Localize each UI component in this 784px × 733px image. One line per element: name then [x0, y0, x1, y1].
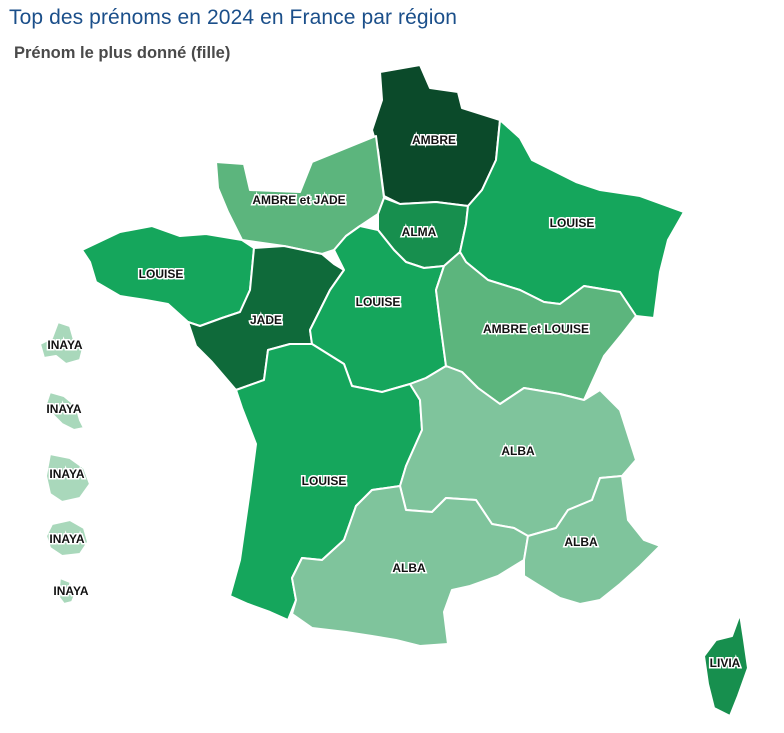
region-corse[interactable]: [703, 613, 749, 717]
region-provence-alpes-cote-d-azur[interactable]: [523, 475, 661, 605]
map-subtitle: Prénom le plus donné (fille): [14, 44, 231, 62]
label-hauts-de-france: AMBRE: [412, 133, 456, 147]
label-martinique: INAYA: [46, 402, 81, 416]
label-guyane: INAYA: [49, 467, 84, 481]
region-guadeloupe[interactable]: [39, 321, 85, 365]
label-guadeloupe: INAYA: [47, 338, 82, 352]
label-centre-val-de-loire: LOUISE: [356, 295, 401, 309]
label-provence-alpes-cote-d-azur: ALBA: [564, 535, 598, 549]
label-bourgogne-franche-comte: AMBRE et LOUISE: [483, 322, 589, 336]
map-title: Top des prénoms en 2024 en France par ré…: [9, 6, 458, 29]
label-la-reunion: INAYA: [49, 532, 84, 546]
label-ile-de-france: ALMA: [402, 225, 437, 239]
label-bretagne: LOUISE: [139, 267, 184, 281]
label-nouvelle-aquitaine: LOUISE: [302, 474, 347, 488]
label-occitanie: ALBA: [392, 561, 426, 575]
region-guyane[interactable]: [45, 453, 91, 503]
label-grand-est: LOUISE: [550, 216, 595, 230]
label-auvergne-rhone-alpes: ALBA: [501, 444, 535, 458]
label-normandie: AMBRE et JADE: [252, 193, 345, 207]
region-la-reunion[interactable]: [45, 519, 89, 557]
label-pays-de-la-loire: JADE: [250, 313, 282, 327]
label-corse: LIVIA: [710, 656, 741, 670]
region-martinique[interactable]: [45, 391, 85, 431]
region-mayotte[interactable]: [57, 577, 77, 605]
label-mayotte: INAYA: [53, 584, 88, 598]
region-occitanie[interactable]: [291, 485, 529, 647]
